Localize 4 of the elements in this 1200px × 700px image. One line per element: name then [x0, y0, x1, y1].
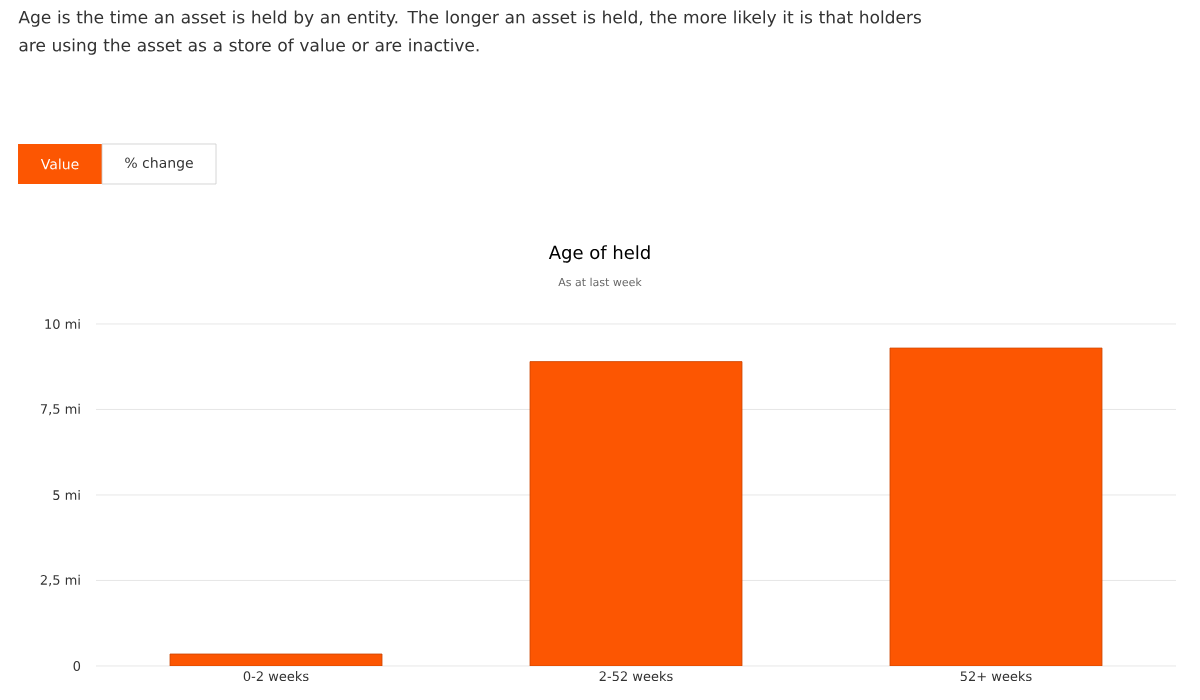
- bar: [529, 361, 743, 666]
- bar: [889, 347, 1103, 666]
- text: Age is the time an asset is held by an entity. The longer an asset is held, the more likely it is that holders are using the asset as a store of value or are inactive.: [18, 10, 921, 55]
- chart-title: Age of held: [548, 245, 650, 263]
